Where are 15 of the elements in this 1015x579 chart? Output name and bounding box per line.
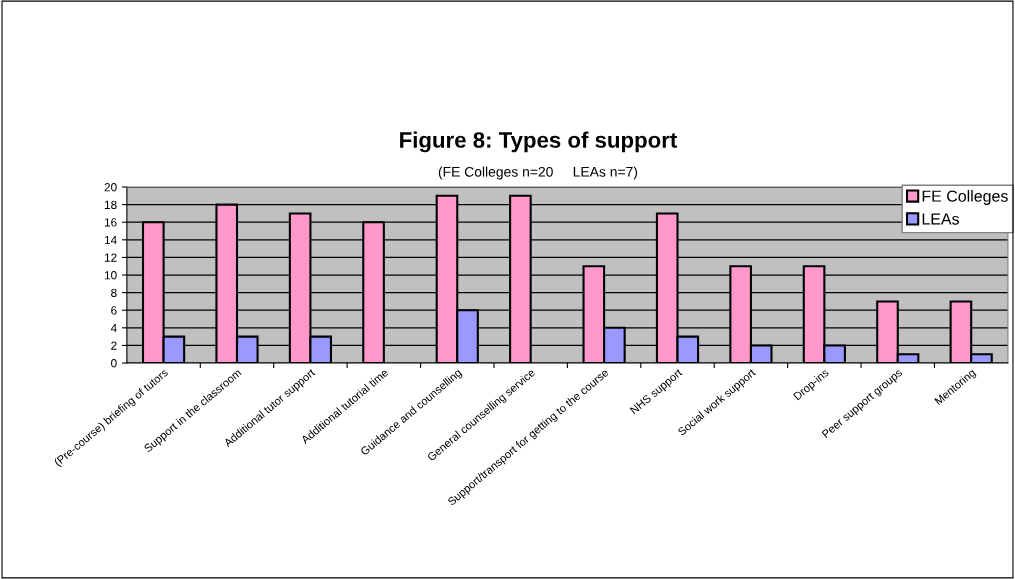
y-tick-label: 16: [104, 218, 117, 227]
y-tick-label: 2: [111, 341, 117, 350]
chart-title: Figure 8: Types of support: [400, 131, 677, 153]
y-tick-label: 4: [110, 323, 117, 333]
y-tick-label: 18: [104, 200, 117, 210]
chart-subtitle: (FE Colleges n=20 LEAs n=7): [438, 166, 638, 180]
y-tick-label: 6: [111, 306, 117, 315]
legend-label: LEAs: [922, 213, 959, 225]
y-tick-label: 12: [104, 253, 117, 262]
y-tick-label: 8: [111, 288, 117, 298]
y-tick-label: 20: [104, 183, 117, 192]
y-tick-label: 0: [111, 359, 117, 368]
y-tick-label: 10: [104, 271, 117, 280]
legend-label: FE Colleges: [922, 190, 1008, 205]
y-tick-label: 14: [104, 235, 117, 245]
